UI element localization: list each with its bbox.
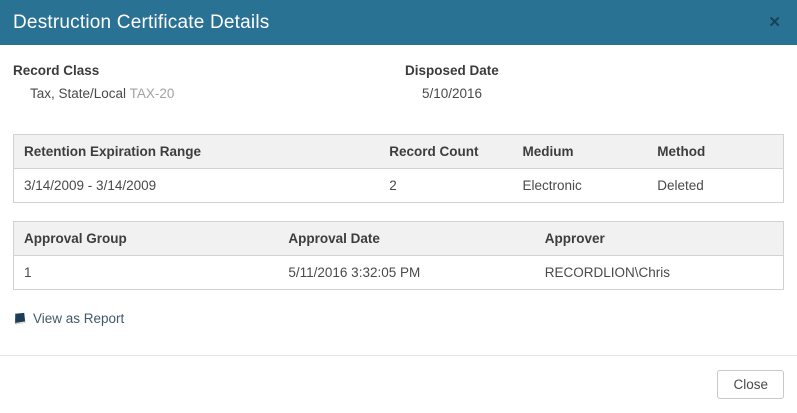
dialog-header: Destruction Certificate Details ✕ bbox=[0, 0, 797, 45]
record-class-value: Tax, State/Local TAX-20 bbox=[13, 86, 405, 101]
retention-table-header-row: Retention Expiration Range Record Count … bbox=[13, 134, 784, 169]
disposed-date-field: Disposed Date 5/10/2016 bbox=[405, 63, 499, 101]
retention-table: Retention Expiration Range Record Count … bbox=[13, 134, 784, 203]
view-as-report-link[interactable]: View as Report bbox=[13, 311, 124, 326]
cell-approver: RECORDLION\Chris bbox=[534, 255, 784, 290]
cell-approval-group: 1 bbox=[13, 255, 279, 290]
table-row: 1 5/11/2016 3:32:05 PM RECORDLION\Chris bbox=[13, 255, 784, 290]
table-row: 3/14/2009 - 3/14/2009 2 Electronic Delet… bbox=[13, 168, 784, 203]
cell-approval-date: 5/11/2016 3:32:05 PM bbox=[278, 255, 535, 290]
record-class-field: Record Class Tax, State/Local TAX-20 bbox=[13, 63, 405, 101]
cell-record-count: 2 bbox=[379, 168, 513, 203]
column-header-record-count: Record Count bbox=[379, 134, 513, 169]
record-class-label: Record Class bbox=[13, 63, 100, 78]
view-as-report-label: View as Report bbox=[33, 311, 125, 326]
disposed-date-value: 5/10/2016 bbox=[422, 86, 483, 101]
dialog-title: Destruction Certificate Details bbox=[13, 11, 270, 33]
report-book-icon bbox=[13, 312, 27, 326]
disposed-date-label: Disposed Date bbox=[405, 63, 499, 78]
column-header-medium: Medium bbox=[512, 134, 648, 169]
column-header-retention-range: Retention Expiration Range bbox=[13, 134, 380, 169]
record-class-code: TAX-20 bbox=[129, 86, 175, 101]
dialog-body: Record Class Tax, State/Local TAX-20 Dis… bbox=[0, 45, 797, 331]
approval-table-header-row: Approval Group Approval Date Approver bbox=[13, 221, 784, 256]
close-icon[interactable]: ✕ bbox=[768, 14, 781, 31]
cell-retention-range: 3/14/2009 - 3/14/2009 bbox=[13, 168, 380, 203]
column-header-approver: Approver bbox=[534, 221, 784, 256]
close-button[interactable]: Close bbox=[717, 370, 784, 399]
column-header-method: Method bbox=[647, 134, 784, 169]
cell-method: Deleted bbox=[647, 168, 784, 203]
record-class-name: Tax, State/Local bbox=[30, 86, 127, 101]
column-header-approval-group: Approval Group bbox=[13, 221, 279, 256]
approval-table: Approval Group Approval Date Approver 1 … bbox=[13, 221, 784, 290]
column-header-approval-date: Approval Date bbox=[278, 221, 535, 256]
cell-medium: Electronic bbox=[512, 168, 648, 203]
dialog-footer: Close bbox=[0, 355, 797, 413]
summary-section: Record Class Tax, State/Local TAX-20 Dis… bbox=[13, 63, 784, 101]
